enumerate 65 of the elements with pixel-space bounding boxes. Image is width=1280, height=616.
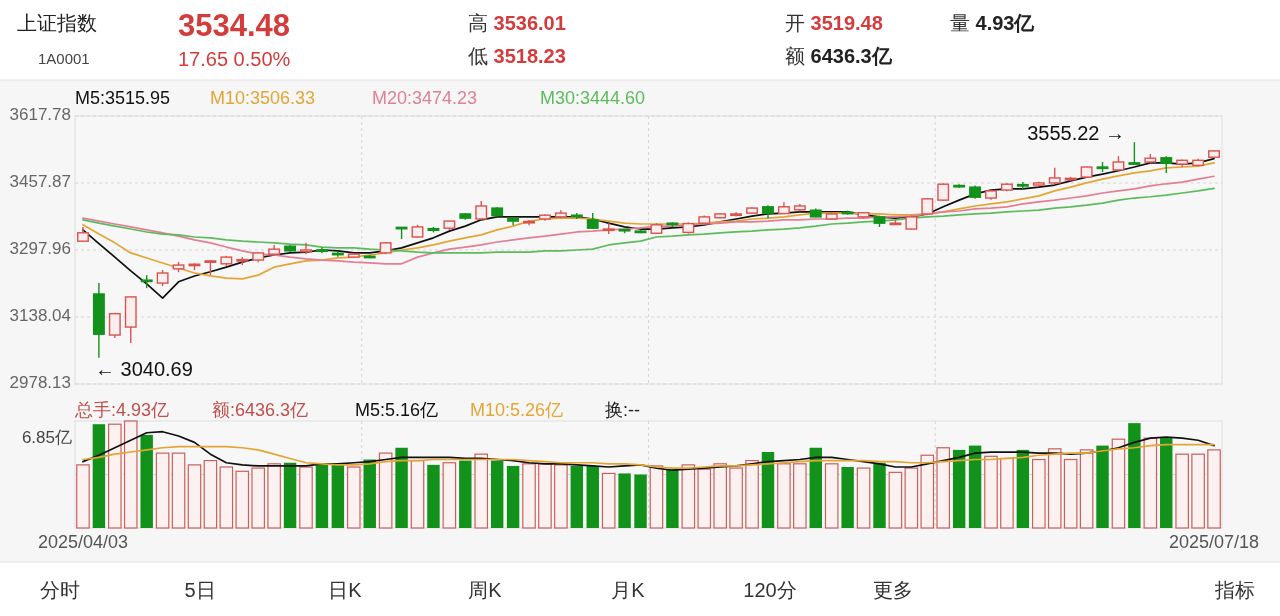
text: 总手:4.93亿 [74, 400, 170, 420]
bar [968, 445, 982, 528]
y-tick-label: 2978.13 [9, 373, 71, 393]
line-series [82, 161, 1215, 280]
text: 分时 [40, 579, 80, 601]
bar [140, 434, 153, 528]
text: 指标 [1214, 579, 1255, 601]
bar [761, 452, 775, 528]
bar [315, 463, 329, 528]
text: 17.65 0.50% [178, 48, 291, 70]
text: 更多 [873, 579, 913, 601]
annotation: 3555.22 → [1027, 122, 1125, 144]
y-tick-label: 3457.87 [9, 172, 71, 192]
bar [570, 465, 584, 528]
chart-title: 上证指数 [17, 12, 97, 34]
bar [809, 447, 822, 528]
bar [427, 464, 440, 528]
text: 量 4.93亿 [950, 12, 1036, 34]
text: 日K [328, 579, 363, 601]
bar [586, 465, 599, 528]
bar [841, 467, 854, 528]
y-tick-label: 3138.04 [9, 306, 71, 326]
bar [666, 469, 679, 528]
text: 5日 [184, 579, 216, 601]
bar [952, 449, 966, 528]
text: M5:3515.95 [75, 88, 171, 108]
text: 额 6436.3亿 [785, 45, 893, 67]
line-series [82, 175, 1215, 265]
x-tick-label: 2025/07/18 [1168, 532, 1260, 552]
bar [490, 460, 504, 528]
bar [618, 473, 631, 528]
text: 高 3536.01 [468, 12, 566, 34]
text: M20:3474.23 [372, 88, 478, 108]
text: 低 3518.23 [468, 45, 566, 67]
text: 月K [611, 579, 646, 601]
bar [395, 447, 408, 528]
bar [1096, 445, 1109, 528]
text: M5:5.16亿 [355, 400, 439, 420]
text: M10:3506.33 [210, 88, 316, 108]
text: 额:6436.3亿 [212, 400, 309, 420]
bar [873, 462, 886, 528]
bar [283, 462, 297, 528]
text: 1A0001 [38, 50, 90, 67]
text: M10:5.26亿 [470, 400, 564, 420]
bar [363, 459, 376, 528]
bar [506, 465, 520, 528]
y-tick-label: 3617.78 [9, 105, 71, 125]
bar [459, 460, 472, 528]
bar [92, 424, 106, 528]
bar [331, 463, 345, 528]
text: 6.85亿 [21, 428, 72, 447]
text: 3534.48 [178, 8, 291, 43]
text: M30:3444.60 [540, 88, 646, 108]
text: 周K [468, 579, 503, 601]
y-tick-label: 3297.96 [9, 239, 71, 259]
text: 120分 [743, 579, 797, 601]
bar [1016, 449, 1030, 528]
bar [634, 474, 647, 528]
bar [1160, 438, 1173, 528]
line-series [82, 187, 1215, 254]
bar [1128, 423, 1141, 528]
annotation: ← 3040.69 [95, 358, 193, 380]
x-tick-label: 2025/04/03 [37, 532, 129, 552]
text: 开 3519.48 [785, 12, 883, 34]
text: 换:-- [605, 400, 640, 420]
